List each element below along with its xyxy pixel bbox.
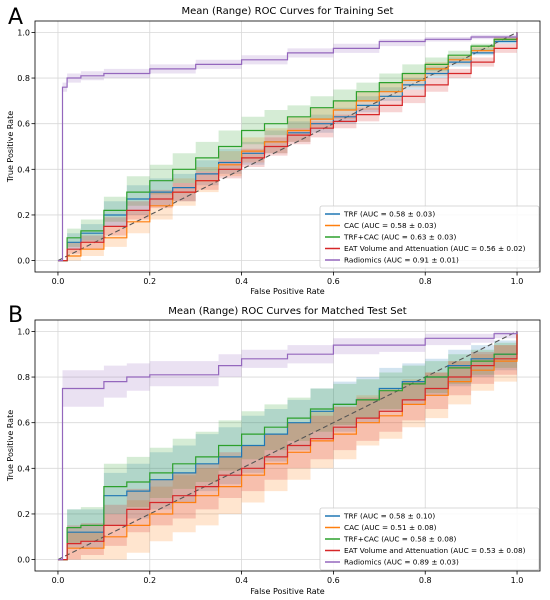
legend: TRF (AUC = 0.58 ± 0.10) CAC (AUC = 0.51 ±… [319,507,540,571]
y-tick-label: 1.0 [17,28,30,37]
y-tick-label: 1.0 [17,327,30,336]
legend: TRF (AUC = 0.58 ± 0.03) CAC (AUC = 0.58 ±… [319,205,540,269]
legend-entry-1: CAC (AUC = 0.58 ± 0.03) [344,221,437,230]
panel-letter: A [8,5,23,30]
legend-box [319,507,540,571]
series-line-4 [58,331,518,561]
y-tick-label: 0.0 [17,257,30,266]
legend-entry-0: TRF (AUC = 0.58 ± 0.03) [343,210,435,219]
legend-entry-1: CAC (AUC = 0.51 ± 0.08) [344,523,437,532]
x-tick-label: 0.6 [327,576,340,585]
legend-entry-2: TRF+CAC (AUC = 0.63 ± 0.03) [343,233,456,242]
series-line-4 [58,32,518,262]
y-tick-label: 0.6 [17,120,30,129]
y-tick-label: 0.4 [17,464,30,473]
plot-frame [34,319,541,572]
chart-title: Mean (Range) ROC Curves for Matched Test… [168,306,406,317]
y-axis-label: True Positive Rate [6,111,15,183]
y-tick-label: 0.8 [17,74,30,83]
x-tick-label: 0.6 [327,277,340,286]
x-tick-label: 0.4 [235,277,248,286]
plot-content [57,31,518,262]
series-line-3 [58,32,518,262]
chart-panel-a: A Mean (Range) ROC Curves for Training Se… [6,5,541,296]
x-tick-label: 1.0 [511,277,524,286]
x-tick-label: 0.4 [235,576,248,585]
y-tick-label: 0.6 [17,419,30,428]
legend-entry-3: EAT Volume and Attenuation (AUC = 0.53 ±… [344,546,526,555]
series-line-1 [58,331,518,561]
x-tick-label: 0.0 [52,576,65,585]
plot-content [57,330,518,561]
y-axis-label: True Positive Rate [6,410,15,482]
plot-frame [34,20,541,273]
x-tick-label: 0.8 [419,576,432,585]
y-tick-label: 0.8 [17,373,30,382]
x-axis-label: False Positive Rate [250,287,324,296]
x-tick-label: 0.2 [143,277,156,286]
y-tick-label: 0.0 [17,556,30,565]
y-tick-label: 0.2 [17,211,30,220]
chart-panel-b: B Mean (Range) ROC Curves for Matched Tes… [6,303,541,596]
legend-entry-4: Radiomics (AUC = 0.89 ± 0.03) [344,558,459,567]
x-tick-label: 0.2 [143,576,156,585]
series-line-3 [58,331,518,561]
y-tick-label: 0.2 [17,510,30,519]
x-tick-label: 1.0 [511,576,524,585]
y-tick-label: 0.4 [17,165,30,174]
x-tick-label: 0.0 [52,277,65,286]
legend-box [319,205,540,269]
panel-letter: B [8,303,23,328]
legend-entry-3: EAT Volume and Attenuation (AUC = 0.56 ±… [344,244,526,253]
chart-title: Mean (Range) ROC Curves for Training Set [182,6,394,17]
legend-entry-2: TRF+CAC (AUC = 0.58 ± 0.08) [343,535,456,544]
x-tick-label: 0.8 [419,277,432,286]
legend-entry-0: TRF (AUC = 0.58 ± 0.10) [343,512,435,521]
legend-entry-4: Radiomics (AUC = 0.91 ± 0.01) [344,256,459,265]
x-axis-label: False Positive Rate [250,587,324,596]
